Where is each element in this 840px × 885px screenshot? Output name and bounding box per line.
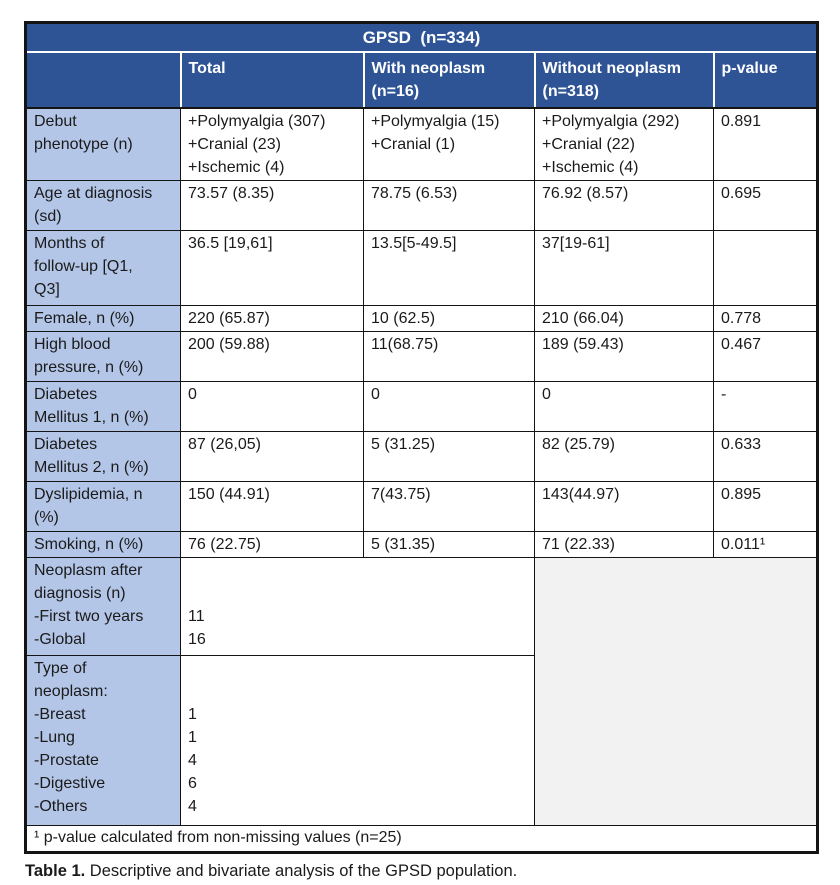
with-neoplasm-cell: 11(68.75) (363, 331, 535, 382)
with-neoplasm-cell: 78.75 (6.53) (363, 180, 535, 231)
total-cell: 87 (26,05) (180, 431, 364, 482)
total-cell: +Polymyalgia (307) +Cranial (23) +Ischem… (180, 107, 364, 181)
neoplasm-after-values-cell: 11 16 (180, 557, 535, 656)
total-cell: 36.5 [19,61] (180, 230, 364, 306)
p-value-cell: 0.467 (712, 331, 819, 382)
p-value-cell: 0.011¹ (712, 531, 819, 558)
table-title: GPSD (n=334) (24, 21, 819, 53)
table-row-age-at-diagnosis: Age at diagnosis (sd) 73.57 (8.35) 78.75… (25, 180, 819, 231)
footnote-text: ¹ p-value calculated from non-missing va… (24, 825, 819, 853)
total-cell: 0 (180, 381, 364, 432)
with-neoplasm-cell: 7(43.75) (363, 481, 535, 532)
without-neoplasm-cell: 189 (59.43) (534, 331, 714, 382)
row-label: Months of follow-up [Q1, Q3] (25, 230, 181, 306)
row-label: Female, n (%) (25, 305, 181, 332)
column-header-p-value: p-value (712, 51, 819, 109)
without-neoplasm-cell: 143(44.97) (534, 481, 714, 532)
without-neoplasm-cell: 37[19-61] (534, 230, 714, 306)
table-title-row: GPSD (n=334) (24, 21, 819, 53)
table-caption-label: Table 1. (25, 862, 86, 880)
with-neoplasm-cell: +Polymyalgia (15) +Cranial (1) (363, 107, 535, 181)
table-row-neoplasm-after-diagnosis: Neoplasm after diagnosis (n) -First two … (25, 557, 819, 826)
p-value-cell: 0.633 (712, 431, 819, 482)
merged-empty-cell (533, 557, 819, 826)
table-row-debut-phenotype: Debut phenotype (n) +Polymyalgia (307) +… (25, 107, 819, 181)
without-neoplasm-cell: 71 (22.33) (534, 531, 714, 558)
row-label: Age at diagnosis (sd) (25, 180, 181, 231)
table-row-female: Female, n (%) 220 (65.87) 10 (62.5) 210 … (25, 305, 819, 332)
column-header-without-neoplasm: Without neoplasm (n=318) (533, 51, 715, 109)
column-header-row: Total With neoplasm (n=16) Without neopl… (24, 51, 819, 109)
type-of-neoplasm-values-cell: 1 1 4 6 4 (180, 655, 535, 826)
without-neoplasm-cell: 76.92 (8.57) (534, 180, 714, 231)
table-row-diabetes-mellitus-1: Diabetes Mellitus 1, n (%) 0 0 0 - (25, 381, 819, 432)
table-row-months-follow-up: Months of follow-up [Q1, Q3] 36.5 [19,61… (25, 230, 819, 306)
row-label: Type of neoplasm: -Breast -Lung -Prostat… (25, 655, 181, 826)
row-label: Neoplasm after diagnosis (n) -First two … (25, 557, 181, 656)
without-neoplasm-cell: 82 (25.79) (534, 431, 714, 482)
column-header-total: Total (179, 51, 365, 109)
total-cell: 200 (59.88) (180, 331, 364, 382)
total-cell: 76 (22.75) (180, 531, 364, 558)
total-cell: 73.57 (8.35) (180, 180, 364, 231)
p-value-cell: 0.778 (712, 305, 819, 332)
with-neoplasm-cell: 5 (31.35) (363, 531, 535, 558)
row-label: Smoking, n (%) (25, 531, 181, 558)
table-row-dyslipidemia: Dyslipidemia, n (%) 150 (44.91) 7(43.75)… (25, 481, 819, 532)
with-neoplasm-cell: 5 (31.25) (363, 431, 535, 482)
total-cell: 220 (65.87) (180, 305, 364, 332)
with-neoplasm-cell: 0 (363, 381, 535, 432)
gpsd-table: GPSD (n=334) Total With neoplasm (n=16) … (24, 21, 820, 854)
with-neoplasm-cell: 13.5[5-49.5] (363, 230, 535, 306)
p-value-cell: 0.895 (712, 481, 819, 532)
table-row-diabetes-mellitus-2: Diabetes Mellitus 2, n (%) 87 (26,05) 5 … (25, 431, 819, 482)
without-neoplasm-cell: 0 (534, 381, 714, 432)
total-cell: 150 (44.91) (180, 481, 364, 532)
without-neoplasm-cell: 210 (66.04) (534, 305, 714, 332)
table-row-smoking: Smoking, n (%) 76 (22.75) 5 (31.35) 71 (… (25, 531, 819, 558)
p-value-cell: 0.695 (712, 180, 819, 231)
row-label: Diabetes Mellitus 1, n (%) (25, 381, 181, 432)
table-caption-text: Descriptive and bivariate analysis of th… (85, 862, 518, 880)
column-header-with-neoplasm: With neoplasm (n=16) (362, 51, 536, 109)
table-caption: Table 1. Descriptive and bivariate analy… (25, 860, 820, 882)
row-label: Dyslipidemia, n (%) (25, 481, 181, 532)
without-neoplasm-cell: +Polymyalgia (292) +Cranial (22) +Ischem… (534, 107, 714, 181)
p-value-cell (712, 230, 819, 306)
with-neoplasm-cell: 10 (62.5) (363, 305, 535, 332)
p-value-cell: - (712, 381, 819, 432)
row-label: High blood pressure, n (%) (25, 331, 181, 382)
table-footnote-row: ¹ p-value calculated from non-missing va… (24, 825, 819, 853)
row-label: Diabetes Mellitus 2, n (%) (25, 431, 181, 482)
table-row-high-blood-pressure: High blood pressure, n (%) 200 (59.88) 1… (25, 331, 819, 382)
column-header-empty (24, 51, 182, 109)
p-value-cell: 0.891 (712, 107, 819, 181)
table-row-type-of-neoplasm: Type of neoplasm: -Breast -Lung -Prostat… (25, 655, 818, 826)
row-label: Debut phenotype (n) (25, 107, 181, 181)
